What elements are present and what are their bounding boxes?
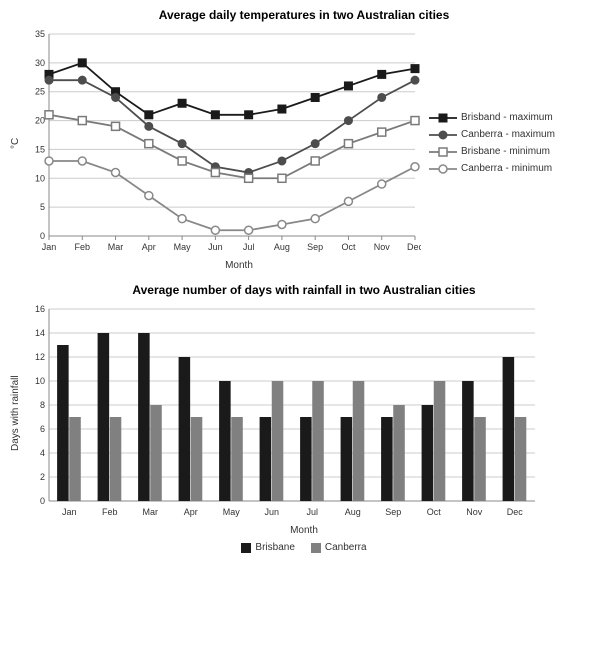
svg-text:6: 6 bbox=[40, 424, 45, 434]
legend-item: Canberra - maximum bbox=[429, 129, 555, 140]
svg-text:0: 0 bbox=[40, 496, 45, 506]
rain-y-axis-label: Days with rainfall bbox=[8, 303, 21, 523]
legend-label: Brisbane bbox=[255, 542, 294, 553]
svg-text:Sep: Sep bbox=[385, 507, 401, 517]
legend-item: Brisbane - minimum bbox=[429, 146, 555, 157]
legend-item: Brisband - maximum bbox=[429, 112, 555, 123]
svg-text:20: 20 bbox=[35, 116, 45, 126]
svg-text:Nov: Nov bbox=[374, 242, 391, 252]
temp-legend: Brisband - maximum Canberra - maximum Bris… bbox=[421, 28, 555, 258]
svg-text:Jun: Jun bbox=[208, 242, 223, 252]
svg-text:Dec: Dec bbox=[507, 507, 524, 517]
rainfall-chart: Average number of days with rainfall in … bbox=[8, 283, 600, 553]
temperature-chart: Average daily temperatures in two Austra… bbox=[8, 8, 600, 271]
svg-text:Oct: Oct bbox=[341, 242, 356, 252]
svg-text:Feb: Feb bbox=[102, 507, 118, 517]
svg-text:Apr: Apr bbox=[184, 507, 198, 517]
rain-x-axis-label: Month bbox=[8, 525, 600, 536]
svg-text:Apr: Apr bbox=[142, 242, 156, 252]
temp-chart-body: °C 0 5 10 15 20 25 30 35 Jan Feb Mar Apr May Jun Jul Au… bbox=[8, 28, 600, 258]
svg-text:16: 16 bbox=[35, 304, 45, 314]
svg-text:May: May bbox=[223, 507, 241, 517]
svg-text:10: 10 bbox=[35, 173, 45, 183]
svg-text:8: 8 bbox=[40, 400, 45, 410]
svg-text:5: 5 bbox=[40, 202, 45, 212]
svg-text:Feb: Feb bbox=[75, 242, 91, 252]
svg-text:Aug: Aug bbox=[345, 507, 361, 517]
svg-text:10: 10 bbox=[35, 376, 45, 386]
svg-text:Nov: Nov bbox=[466, 507, 483, 517]
svg-text:Jan: Jan bbox=[42, 242, 57, 252]
legend-item: Canberra bbox=[311, 542, 367, 553]
svg-text:Sep: Sep bbox=[307, 242, 323, 252]
svg-text:Oct: Oct bbox=[427, 507, 442, 517]
svg-text:25: 25 bbox=[35, 87, 45, 97]
legend-label: Canberra - minimum bbox=[461, 163, 552, 174]
legend-item: Brisbane bbox=[241, 542, 294, 553]
svg-text:0: 0 bbox=[40, 231, 45, 241]
temp-y-axis-label: °C bbox=[8, 28, 21, 258]
legend-label: Canberra - maximum bbox=[461, 129, 555, 140]
temp-x-axis-label: Month bbox=[0, 260, 600, 271]
legend-swatch bbox=[311, 543, 321, 553]
rain-plot-svg: 0 2 4 6 8 10 12 14 16 Jan Feb Mar Apr May Jun Jul Aug Sep… bbox=[21, 303, 541, 523]
temp-plot-svg: 0 5 10 15 20 25 30 35 Jan Feb Mar Apr May Jun Jul Aug Se… bbox=[21, 28, 421, 258]
temp-chart-title: Average daily temperatures in two Austra… bbox=[8, 8, 600, 22]
rain-legend: Brisbane Canberra bbox=[8, 542, 600, 553]
legend-label: Brisband - maximum bbox=[461, 112, 553, 123]
legend-swatch bbox=[241, 543, 251, 553]
svg-text:30: 30 bbox=[35, 58, 45, 68]
rain-chart-body: Days with rainfall 0 2 4 6 8 10 12 14 16 Jan Feb Ma… bbox=[8, 303, 600, 523]
legend-item: Canberra - minimum bbox=[429, 163, 555, 174]
svg-text:Aug: Aug bbox=[274, 242, 290, 252]
svg-text:35: 35 bbox=[35, 29, 45, 39]
svg-text:2: 2 bbox=[40, 472, 45, 482]
svg-text:15: 15 bbox=[35, 144, 45, 154]
svg-text:Dec: Dec bbox=[407, 242, 421, 252]
svg-text:14: 14 bbox=[35, 328, 45, 338]
svg-text:Mar: Mar bbox=[143, 507, 159, 517]
svg-text:May: May bbox=[174, 242, 192, 252]
svg-text:Mar: Mar bbox=[108, 242, 124, 252]
rain-chart-title: Average number of days with rainfall in … bbox=[8, 283, 600, 297]
legend-label: Brisbane - minimum bbox=[461, 146, 550, 157]
svg-text:Jan: Jan bbox=[62, 507, 77, 517]
svg-text:Jun: Jun bbox=[264, 507, 279, 517]
svg-text:Jul: Jul bbox=[306, 507, 318, 517]
svg-text:4: 4 bbox=[40, 448, 45, 458]
svg-text:12: 12 bbox=[35, 352, 45, 362]
svg-text:Jul: Jul bbox=[243, 242, 255, 252]
legend-label: Canberra bbox=[325, 542, 367, 553]
